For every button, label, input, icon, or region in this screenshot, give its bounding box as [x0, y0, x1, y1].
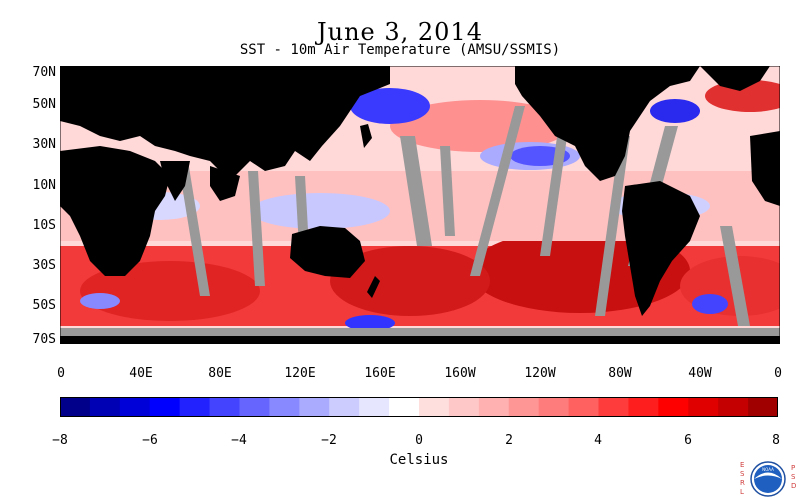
lon-label-40w: 40W	[688, 366, 712, 381]
lon-label-160w: 160W	[444, 366, 476, 381]
logo-right-s: S	[791, 473, 796, 481]
australia-landmass	[290, 226, 365, 278]
lon-label-80e: 80E	[208, 366, 232, 381]
southern-cool-patch-2	[692, 294, 728, 314]
south-america-landmass	[622, 181, 700, 316]
southern-cool-patch-1	[345, 315, 395, 331]
colorbar	[60, 397, 778, 417]
maritime-continent-cool	[250, 193, 390, 229]
africa-landmass	[60, 146, 170, 276]
colorbar-tick-8: 8	[772, 433, 780, 448]
colorbar-tick-6: 6	[684, 433, 692, 448]
colorbar-swatch	[269, 397, 300, 417]
colorbar-tick-2: 2	[505, 433, 513, 448]
colorbar-swatch	[748, 397, 778, 417]
north-pacific-cool-anomaly	[350, 88, 430, 124]
antarctic-missing-band	[60, 328, 780, 336]
colorbar-frame	[60, 397, 778, 417]
noaa-seal-text: NOAA	[762, 467, 774, 472]
lat-label-30n: 30N	[32, 137, 56, 152]
colorbar-swatch	[568, 397, 599, 417]
logo-left-r: R	[740, 479, 745, 487]
logo-right-d: D	[791, 482, 796, 490]
noaa-seal-bird	[754, 472, 782, 479]
colorbar-swatch	[658, 397, 689, 417]
lon-label-120e: 120E	[284, 366, 316, 381]
colorbar-swatch	[209, 397, 240, 417]
india-landmass	[160, 161, 190, 201]
north-america-landmass	[515, 66, 700, 181]
antarctica-landmass	[60, 334, 780, 344]
colorbar-swatch	[598, 397, 629, 417]
japan-landmass	[360, 124, 372, 148]
map-subtitle: SST - 10m Air Temperature (AMSU/SSMIS)	[239, 42, 561, 58]
se-asia-landmass	[210, 166, 240, 201]
colorbar-swatch	[60, 397, 91, 417]
colorbar-tick-neg2: −2	[321, 433, 337, 448]
lat-label-50s: 50S	[32, 298, 56, 313]
logo-left-s: S	[740, 470, 745, 478]
colorbar-swatch	[239, 397, 270, 417]
lat-label-10s: 10S	[32, 218, 56, 233]
colorbar-swatch	[329, 397, 360, 417]
colorbar-tick-neg8: −8	[52, 433, 68, 448]
logo-left-e: E	[740, 461, 744, 469]
colorbar-swatch	[628, 397, 659, 417]
lat-label-30s: 30S	[32, 258, 56, 273]
colorbar-swatch	[359, 397, 390, 417]
lon-label-120w: 120W	[524, 366, 556, 381]
colorbar-swatch	[149, 397, 181, 417]
colorbar-swatch	[419, 397, 450, 417]
greenland-landmass	[700, 66, 770, 91]
colorbar-swatch	[179, 397, 211, 417]
colorbar-swatch	[119, 397, 151, 417]
eurasia-landmass	[60, 66, 390, 176]
north-atlantic-warm	[705, 80, 780, 112]
noaa-esrl-logo: E S R L P S D NOAA	[740, 461, 796, 497]
lat-label-50n: 50N	[32, 97, 56, 112]
colorbar-swatch	[718, 397, 749, 417]
colorbar-tick-neg6: −6	[142, 433, 158, 448]
colorbar-swatch	[448, 397, 480, 417]
colorbar-swatch	[688, 397, 719, 417]
colorbar-tick-4: 4	[594, 433, 602, 448]
land-masses	[60, 66, 780, 344]
colorbar-title: Celsius	[389, 452, 449, 468]
colorbar-swatch	[89, 397, 121, 417]
colorbar-swatch	[508, 397, 540, 417]
noaa-seal-inner	[754, 465, 782, 493]
lat-label-10n: 10N	[32, 178, 56, 193]
lon-label-0-east: 0	[774, 366, 782, 381]
logo-left-l: L	[740, 488, 744, 496]
new-zealand-landmass	[367, 276, 380, 298]
tasman-warm-anomaly	[330, 246, 490, 316]
north-pacific-warm	[390, 100, 570, 152]
lon-label-0: 0	[57, 366, 65, 381]
colorbar-swatch	[389, 397, 420, 417]
sst-map	[60, 66, 780, 344]
colorbar-swatch	[299, 397, 330, 417]
north-atlantic-cool	[650, 99, 700, 123]
lon-label-80w: 80W	[608, 366, 632, 381]
colorbar-tick-neg4: −4	[231, 433, 247, 448]
lon-label-160e: 160E	[364, 366, 396, 381]
lat-label-70n: 70N	[32, 65, 56, 80]
colorbar-swatch	[538, 397, 570, 417]
lon-label-40e: 40E	[129, 366, 153, 381]
map-title: June 3, 2014	[317, 18, 483, 46]
colorbar-tick-0: 0	[415, 433, 423, 448]
colorbar-swatch	[478, 397, 510, 417]
lat-label-70s: 70S	[32, 332, 56, 347]
southern-cool-patch-3	[80, 293, 120, 309]
africa-west-landmass	[750, 131, 780, 206]
logo-right-p: P	[791, 464, 795, 472]
